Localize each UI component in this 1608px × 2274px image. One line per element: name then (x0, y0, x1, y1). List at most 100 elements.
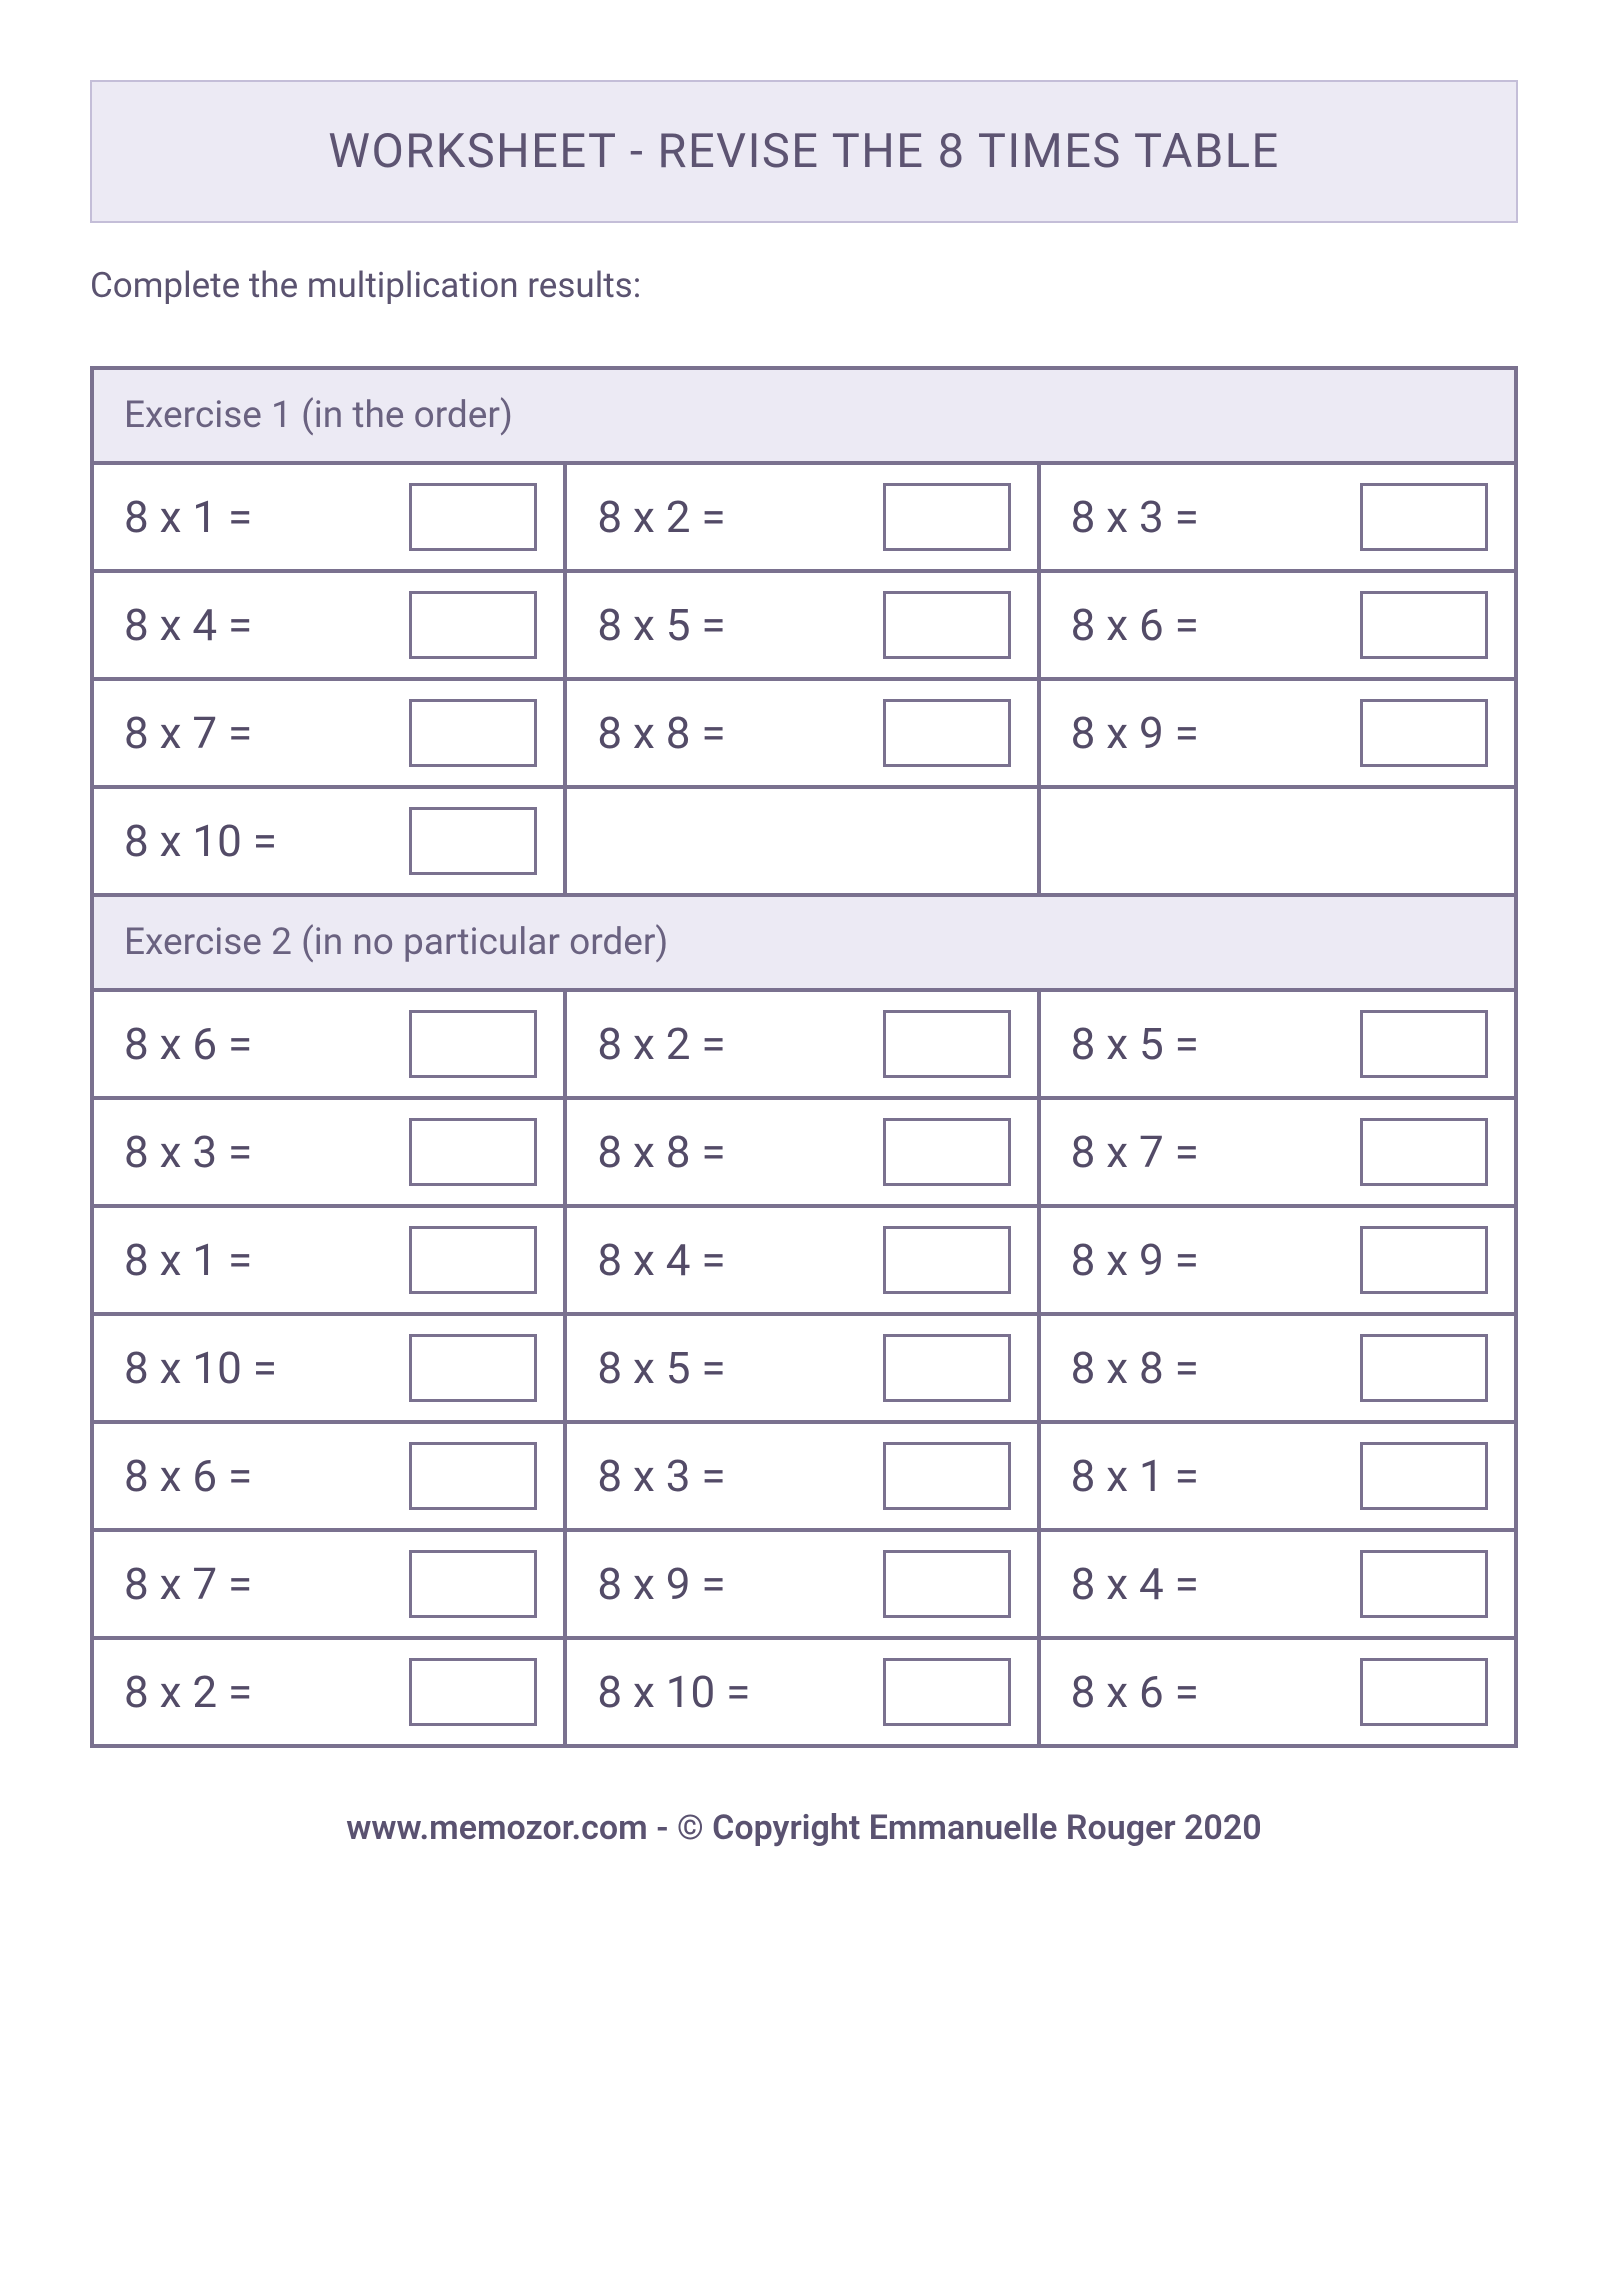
table-cell: 8 x 10 = (94, 789, 567, 893)
answer-box[interactable] (1360, 1010, 1488, 1078)
answer-box[interactable] (409, 1118, 537, 1186)
problem-text: 8 x 1 = (124, 491, 252, 543)
answer-box[interactable] (1360, 1442, 1488, 1510)
table-cell: 8 x 3 = (567, 1424, 1040, 1532)
answer-box[interactable] (409, 1226, 537, 1294)
table-cell: 8 x 4 = (94, 573, 567, 681)
problem-text: 8 x 6 = (1071, 599, 1199, 651)
footer-text: www.memozor.com - © Copyright Emmanuelle… (90, 1808, 1518, 1848)
exercise-1-header: Exercise 1 (in the order) (94, 370, 1514, 465)
instructions-text: Complete the multiplication results: (90, 265, 1518, 306)
answer-box[interactable] (409, 699, 537, 767)
problem-text: 8 x 6 = (1071, 1666, 1199, 1718)
problem-text: 8 x 10 = (124, 815, 277, 867)
problem-text: 8 x 3 = (1071, 491, 1199, 543)
problem-text: 8 x 1 = (1071, 1450, 1199, 1502)
problem-text: 8 x 1 = (124, 1234, 252, 1286)
table-cell: 8 x 3 = (94, 1100, 567, 1208)
table-cell: 8 x 1 = (94, 1208, 567, 1316)
table-cell: 8 x 7 = (1041, 1100, 1514, 1208)
problem-text: 8 x 4 = (124, 599, 252, 651)
problem-text: 8 x 9 = (597, 1558, 725, 1610)
problem-text: 8 x 9 = (1071, 707, 1199, 759)
problem-text: 8 x 8 = (597, 1126, 725, 1178)
answer-box[interactable] (1360, 1118, 1488, 1186)
problem-text: 8 x 5 = (597, 1342, 725, 1394)
worksheet-title-box: WORKSHEET - REVISE THE 8 TIMES TABLE (90, 80, 1518, 223)
table-cell: 8 x 4 = (1041, 1532, 1514, 1640)
exercise-2-header: Exercise 2 (in no particular order) (94, 893, 1514, 992)
answer-box[interactable] (409, 1334, 537, 1402)
problem-text: 8 x 3 = (597, 1450, 725, 1502)
problem-text: 8 x 2 = (597, 491, 725, 543)
answer-box[interactable] (883, 1658, 1011, 1726)
problem-text: 8 x 3 = (124, 1126, 252, 1178)
problem-text: 8 x 7 = (124, 1558, 252, 1610)
worksheet-title: WORKSHEET - REVISE THE 8 TIMES TABLE (112, 124, 1496, 179)
problem-text: 8 x 2 = (597, 1018, 725, 1070)
table-cell: 8 x 8 = (1041, 1316, 1514, 1424)
problem-text: 8 x 9 = (1071, 1234, 1199, 1286)
answer-box[interactable] (883, 483, 1011, 551)
answer-box[interactable] (1360, 1334, 1488, 1402)
table-cell: 8 x 4 = (567, 1208, 1040, 1316)
table-cell: 8 x 1 = (1041, 1424, 1514, 1532)
answer-box[interactable] (1360, 1658, 1488, 1726)
table-cell: 8 x 6 = (1041, 1640, 1514, 1744)
problem-text: 8 x 4 = (597, 1234, 725, 1286)
table-cell: 8 x 7 = (94, 681, 567, 789)
exercise-1-grid: 8 x 1 = 8 x 2 = 8 x 3 = 8 x 4 = 8 x 5 = 8 x 6… (94, 465, 1514, 893)
answer-box[interactable] (883, 1550, 1011, 1618)
table-cell: 8 x 6 = (94, 992, 567, 1100)
table-cell: 8 x 9 = (1041, 681, 1514, 789)
answer-box[interactable] (1360, 1550, 1488, 1618)
problem-text: 8 x 8 = (1071, 1342, 1199, 1394)
answer-box[interactable] (409, 1010, 537, 1078)
answer-box[interactable] (883, 1226, 1011, 1294)
answer-box[interactable] (883, 1442, 1011, 1510)
answer-box[interactable] (1360, 483, 1488, 551)
problem-text: 8 x 7 = (1071, 1126, 1199, 1178)
answer-box[interactable] (409, 1442, 537, 1510)
answer-box[interactable] (883, 1334, 1011, 1402)
table-cell: 8 x 6 = (1041, 573, 1514, 681)
problem-text: 8 x 2 = (124, 1666, 252, 1718)
table-cell: 8 x 3 = (1041, 465, 1514, 573)
answer-box[interactable] (409, 1550, 537, 1618)
answer-box[interactable] (883, 1010, 1011, 1078)
answer-box[interactable] (883, 1118, 1011, 1186)
answer-box[interactable] (409, 1658, 537, 1726)
problem-text: 8 x 6 = (124, 1018, 252, 1070)
table-cell: 8 x 2 = (567, 992, 1040, 1100)
problem-text: 8 x 10 = (124, 1342, 277, 1394)
table-cell: 8 x 5 = (567, 1316, 1040, 1424)
exercise-2-grid: 8 x 6 = 8 x 2 = 8 x 5 = 8 x 3 = 8 x 8 = 8 x 7… (94, 992, 1514, 1744)
problem-text: 8 x 7 = (124, 707, 252, 759)
answer-box[interactable] (409, 483, 537, 551)
answer-box[interactable] (409, 591, 537, 659)
answer-box[interactable] (883, 699, 1011, 767)
table-cell: 8 x 10 = (567, 1640, 1040, 1744)
problem-text: 8 x 4 = (1071, 1558, 1199, 1610)
worksheet-table: Exercise 1 (in the order) 8 x 1 = 8 x 2 =… (90, 366, 1518, 1748)
table-cell: 8 x 10 = (94, 1316, 567, 1424)
table-cell (567, 789, 1040, 893)
problem-text: 8 x 10 = (597, 1666, 750, 1718)
problem-text: 8 x 6 = (124, 1450, 252, 1502)
table-cell: 8 x 9 = (567, 1532, 1040, 1640)
answer-box[interactable] (409, 807, 537, 875)
table-cell: 8 x 5 = (567, 573, 1040, 681)
problem-text: 8 x 5 = (1071, 1018, 1199, 1070)
table-cell: 8 x 8 = (567, 1100, 1040, 1208)
answer-box[interactable] (883, 591, 1011, 659)
table-cell: 8 x 6 = (94, 1424, 567, 1532)
table-cell: 8 x 1 = (94, 465, 567, 573)
table-cell: 8 x 2 = (567, 465, 1040, 573)
table-cell: 8 x 2 = (94, 1640, 567, 1744)
table-cell (1041, 789, 1514, 893)
table-cell: 8 x 9 = (1041, 1208, 1514, 1316)
answer-box[interactable] (1360, 699, 1488, 767)
table-cell: 8 x 7 = (94, 1532, 567, 1640)
answer-box[interactable] (1360, 591, 1488, 659)
answer-box[interactable] (1360, 1226, 1488, 1294)
